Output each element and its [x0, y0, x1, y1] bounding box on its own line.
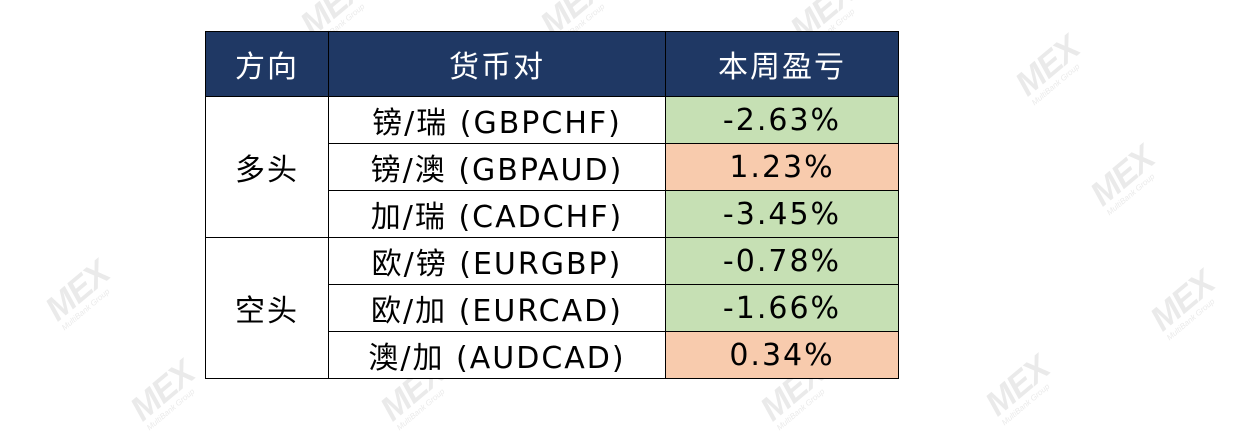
header-pnl: 本周盈亏	[665, 31, 899, 97]
watermark-logo: MEX MultiBank Group	[38, 253, 117, 333]
pair-cell: 澳/加 (AUDCAD)	[328, 331, 666, 379]
watermark-logo: MEX MultiBank Group	[123, 353, 202, 432]
table-row: 澳/加 (AUDCAD) 0.34%	[206, 331, 899, 379]
pair-cell: 加/瑞 (CADCHF)	[328, 190, 666, 238]
header-pair: 货币对	[328, 31, 666, 97]
table-row: 欧/加 (EURCAD) -1.66%	[206, 284, 899, 332]
pnl-table: 方向 货币对 本周盈亏 多头 镑/瑞 (GBPCHF) -2.63% 镑/澳 (…	[205, 31, 899, 379]
pnl-cell: 0.34%	[665, 331, 899, 379]
pair-cell: 欧/镑 (EURGBP)	[328, 237, 666, 285]
pnl-cell: 1.23%	[665, 143, 899, 191]
pnl-cell: -1.66%	[665, 284, 899, 332]
pair-cell: 镑/瑞 (GBPCHF)	[328, 96, 666, 144]
table-row: 空头 欧/镑 (EURGBP) -0.78%	[205, 237, 899, 379]
pnl-cell: -0.78%	[665, 237, 899, 285]
watermark-logo: MEX MultiBank Group	[1083, 138, 1162, 218]
table-row: 镑/澳 (GBPAUD) 1.23%	[206, 143, 899, 191]
pnl-cell: -2.63%	[665, 96, 899, 144]
table-row: 多头 镑/瑞 (GBPCHF) -2.63%	[205, 96, 899, 238]
watermark-logo: MEX MultiBank Group	[1143, 263, 1222, 343]
pair-cell: 欧/加 (EURCAD)	[328, 284, 666, 332]
pnl-cell: -3.45%	[665, 190, 899, 238]
direction-short: 空头	[205, 237, 329, 379]
watermark-logo: MEX MultiBank Group	[1008, 28, 1087, 108]
table-header-row: 方向 货币对 本周盈亏	[205, 31, 899, 97]
watermark-logo: MEX MultiBank Group	[978, 348, 1057, 428]
direction-long: 多头	[205, 96, 329, 238]
pair-cell: 镑/澳 (GBPAUD)	[328, 143, 666, 191]
header-direction: 方向	[205, 31, 329, 97]
